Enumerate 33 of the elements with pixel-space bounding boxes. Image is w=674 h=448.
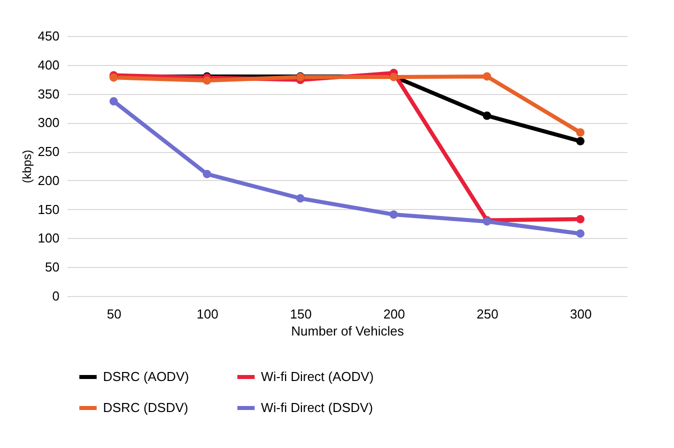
y-tick-label: 100 (38, 230, 60, 246)
y-tick-label: 50 (45, 260, 60, 275)
y-tick-label: 200 (38, 172, 60, 188)
x-axis-title: Number of Vehicles (291, 324, 404, 338)
point (482, 112, 492, 120)
legend-label: Wi-fi Direct (AODV) (261, 369, 374, 384)
x-tick-label: 250 (476, 306, 498, 322)
x-tick-label: 200 (383, 306, 406, 322)
point (202, 76, 212, 85)
y-tick-label: 150 (38, 202, 60, 217)
point (389, 210, 398, 219)
y-tick-label: 300 (38, 115, 60, 130)
y-tick-label: 0 (52, 288, 60, 304)
point (202, 170, 212, 178)
point (109, 97, 118, 106)
x-tick-label: 150 (290, 306, 312, 322)
legend-label: DSRC (AODV) (103, 369, 189, 384)
y-tick-label: 450 (38, 28, 60, 44)
x-tick-label: 100 (196, 306, 218, 322)
legend-label: DSRC (DSDV) (103, 400, 188, 415)
x-tick-label: 300 (570, 306, 592, 322)
y-tick-label: 250 (38, 144, 60, 160)
point (576, 214, 585, 224)
point (576, 229, 585, 238)
point (482, 72, 492, 81)
legend-label: Wi-fi Direct (DSDV) (261, 400, 373, 415)
y-tick-label: 400 (38, 57, 60, 72)
point (576, 136, 585, 146)
x-tick-label: 50 (106, 306, 122, 322)
y-tick-label: 350 (38, 86, 60, 102)
point (296, 194, 305, 203)
point (576, 128, 585, 137)
y-axis-title: (kbps) (20, 150, 34, 184)
